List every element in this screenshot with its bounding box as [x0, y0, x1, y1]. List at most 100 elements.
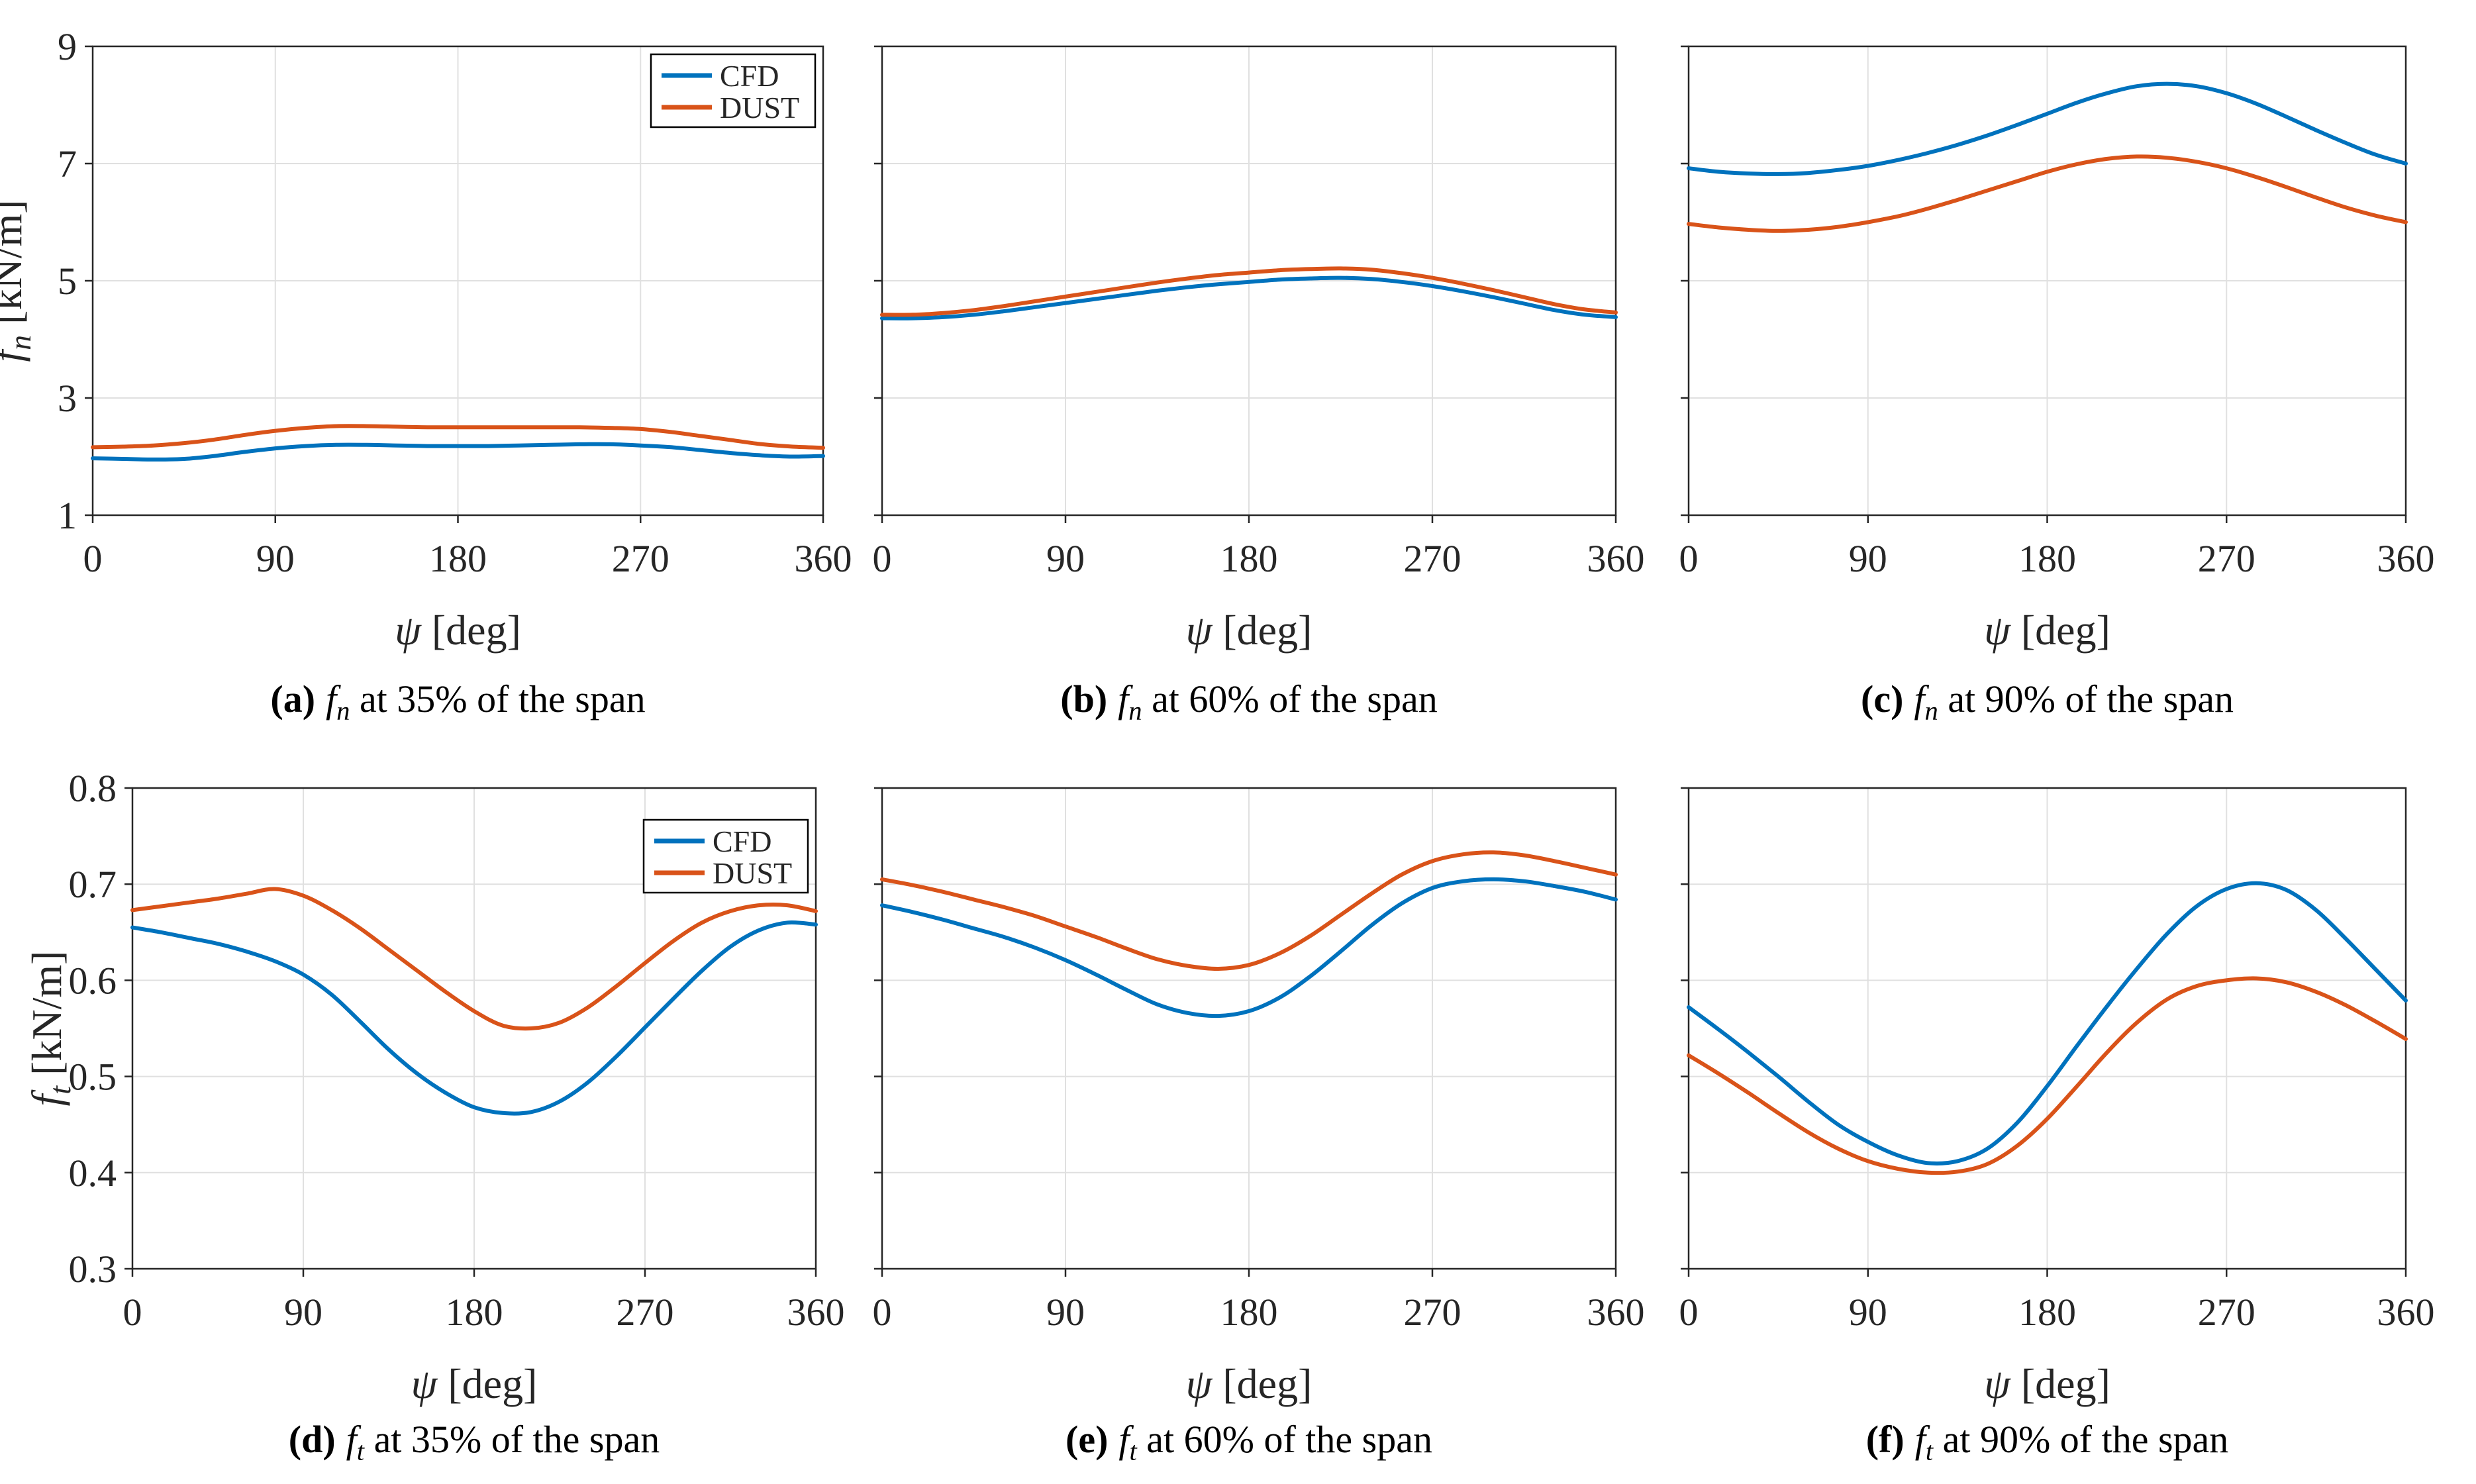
- caption-subscript: n: [1128, 695, 1142, 726]
- caption-f: (f) ft at 90% of the span: [1689, 1417, 2406, 1466]
- y-tick-label: 9: [58, 25, 77, 68]
- y-tick-label: 5: [58, 260, 77, 303]
- x-tick-label: 360: [795, 537, 852, 580]
- y-tick-label: 0.4: [69, 1152, 117, 1195]
- caption-label: (d): [288, 1418, 336, 1461]
- y-tick-label: 1: [58, 494, 77, 537]
- x-tick-label: 180: [429, 537, 487, 580]
- caption-symbol: f: [326, 677, 337, 720]
- caption-d: (d) ft at 35% of the span: [132, 1417, 816, 1466]
- caption-subscript: t: [1129, 1436, 1137, 1466]
- x-axis-label: ψ [deg]: [1984, 1360, 2110, 1407]
- y-axis-label: ft[kN/m]: [23, 951, 77, 1107]
- x-axis-label: ψ [deg]: [395, 607, 521, 654]
- x-tick-label: 90: [1849, 537, 1887, 580]
- x-axis-symbol: ψ: [411, 1360, 438, 1407]
- caption-symbol: f: [1914, 1418, 1926, 1461]
- series-cfd-line: [880, 877, 1618, 1018]
- chart-b: 0 90 180 270 360 ψ [deg]: [873, 45, 1645, 654]
- legend-label-cfd: CFD: [713, 824, 771, 858]
- caption-a: (a) fn at 35% of the span: [93, 677, 823, 726]
- y-tick-label: 0.6: [69, 959, 117, 1002]
- series-cfd-line: [91, 442, 825, 462]
- caption-text: at 35% of the span: [364, 1418, 660, 1461]
- caption-label: (e): [1065, 1418, 1109, 1461]
- x-tick-label: 0: [1679, 1291, 1699, 1334]
- x-tick-label: 270: [612, 537, 669, 580]
- y-tick-label: 7: [58, 142, 77, 185]
- caption-symbol: f: [346, 1418, 357, 1461]
- caption-e: (e) ft at 60% of the span: [882, 1417, 1616, 1466]
- caption-label: (f): [1865, 1418, 1905, 1461]
- caption-label: (a): [270, 677, 316, 720]
- x-axis-unit: [deg]: [1222, 1360, 1312, 1407]
- y-axis-unit: [kN/m]: [0, 199, 30, 324]
- caption-label: (b): [1060, 677, 1108, 720]
- x-axis-unit: [deg]: [2021, 607, 2110, 654]
- x-tick-label: 360: [787, 1291, 845, 1334]
- y-tick-label: 3: [58, 377, 77, 420]
- chart-e: 0 90 180 270 360 ψ [deg]: [873, 787, 1645, 1407]
- subplot-d: 0 90 180 270 360 0.3 0.4 0.5 0.6 0.7 0.8 ψ [deg] ft[k…: [0, 740, 854, 1409]
- subplot-c: 0 90 180 270 360 ψ [deg]: [1662, 0, 2476, 669]
- x-tick-label: 90: [284, 1291, 322, 1334]
- x-axis-label: ψ [deg]: [1186, 607, 1312, 654]
- x-tick-label: 0: [83, 537, 103, 580]
- x-tick-label: 180: [2018, 537, 2076, 580]
- x-axis-label: ψ [deg]: [1186, 1360, 1312, 1407]
- x-axis-unit: [deg]: [448, 1360, 537, 1407]
- series-cfd-line: [880, 275, 1618, 321]
- x-tick-label: 90: [1046, 1291, 1085, 1334]
- legend-label-cfd: CFD: [720, 59, 779, 93]
- caption-subscript: t: [1925, 1436, 1934, 1466]
- caption-subscript: n: [1924, 695, 1938, 726]
- caption-text: at 90% of the span: [1933, 1418, 2229, 1461]
- series-dust-line: [880, 266, 1618, 317]
- caption-text: at 60% of the span: [1136, 1418, 1432, 1461]
- chart-c: 0 90 180 270 360 ψ [deg]: [1679, 45, 2435, 654]
- x-tick-label: 0: [873, 1291, 892, 1334]
- x-axis-label: ψ [deg]: [411, 1360, 538, 1407]
- legend-label-dust: DUST: [713, 856, 792, 890]
- x-tick-label: 360: [1587, 537, 1645, 580]
- x-tick-label: 270: [2198, 1291, 2255, 1334]
- x-tick-label: 270: [1404, 1291, 1461, 1334]
- x-tick-label: 360: [2377, 1291, 2435, 1334]
- y-tick-label: 0.3: [69, 1248, 117, 1291]
- x-tick-label: 270: [2198, 537, 2255, 580]
- y-axis-subscript: t: [43, 1085, 77, 1095]
- x-axis-symbol: ψ: [1186, 1360, 1213, 1407]
- caption-subscript: t: [356, 1436, 365, 1466]
- x-axis-symbol: ψ: [1186, 607, 1213, 654]
- x-tick-label: 180: [1220, 537, 1278, 580]
- x-tick-label: 0: [123, 1291, 142, 1334]
- x-axis-label: ψ [deg]: [1984, 607, 2110, 654]
- caption-subscript: n: [336, 695, 350, 726]
- caption-symbol: f: [1914, 677, 1925, 720]
- y-axis-subscript: n: [3, 335, 37, 350]
- x-axis-symbol: ψ: [395, 607, 422, 654]
- x-axis-symbol: ψ: [1984, 1360, 2011, 1407]
- series-cfd-line: [1687, 881, 2408, 1165]
- caption-symbol: f: [1118, 1418, 1130, 1461]
- series-dust-line: [1687, 976, 2408, 1175]
- series-cfd-line: [130, 920, 818, 1116]
- x-tick-label: 270: [1404, 537, 1461, 580]
- y-axis-label: fn[kN/m]: [0, 199, 37, 362]
- y-tick-label: 0.7: [69, 863, 117, 906]
- series-dust-line: [1687, 154, 2408, 233]
- chart-f: 0 90 180 270 360 ψ [deg]: [1679, 787, 2435, 1407]
- x-axis-unit: [deg]: [1222, 607, 1312, 654]
- subplot-f: 0 90 180 270 360 ψ [deg]: [1662, 740, 2476, 1409]
- x-tick-label: 270: [617, 1291, 674, 1334]
- x-tick-label: 0: [873, 537, 892, 580]
- series-dust-line: [880, 850, 1618, 971]
- x-axis-unit: [deg]: [432, 607, 521, 654]
- subplot-e: 0 90 180 270 360 ψ [deg]: [854, 740, 1662, 1409]
